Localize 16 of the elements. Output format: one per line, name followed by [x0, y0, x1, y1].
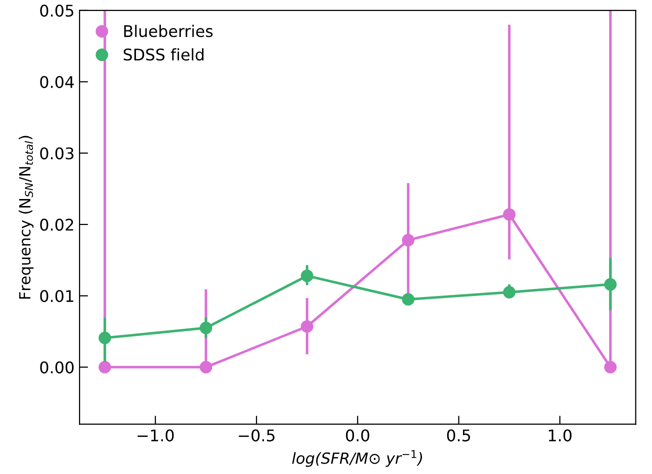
- point: [402, 293, 414, 306]
- y-tick-label: 0.05: [40, 4, 74, 17]
- y-tick-label: 0.00: [40, 361, 74, 374]
- y-tick-label: 0.04: [40, 76, 74, 88]
- legend-label: SDSS field: [124, 48, 204, 61]
- x-tick-label: 0.5: [447, 429, 470, 442]
- y-tick-label: 0.02: [40, 218, 74, 231]
- y-tick-label: 0.01: [40, 290, 74, 302]
- x-tick-label: −1.0: [138, 429, 174, 442]
- x-tick-label: −0.5: [238, 429, 274, 442]
- x-axis-title: log(SFR/M⊙ yr$^{−1}$): [292, 450, 422, 467]
- x-tick-label: 1.0: [548, 429, 572, 442]
- y-axis-title: Frequency (N$_{SN}$/N$_{total}$): [18, 136, 34, 299]
- legend-label: Blueberries: [124, 24, 213, 38]
- y-tick-label: 0.03: [40, 147, 74, 160]
- x-tick-label: 0.0: [346, 429, 370, 442]
